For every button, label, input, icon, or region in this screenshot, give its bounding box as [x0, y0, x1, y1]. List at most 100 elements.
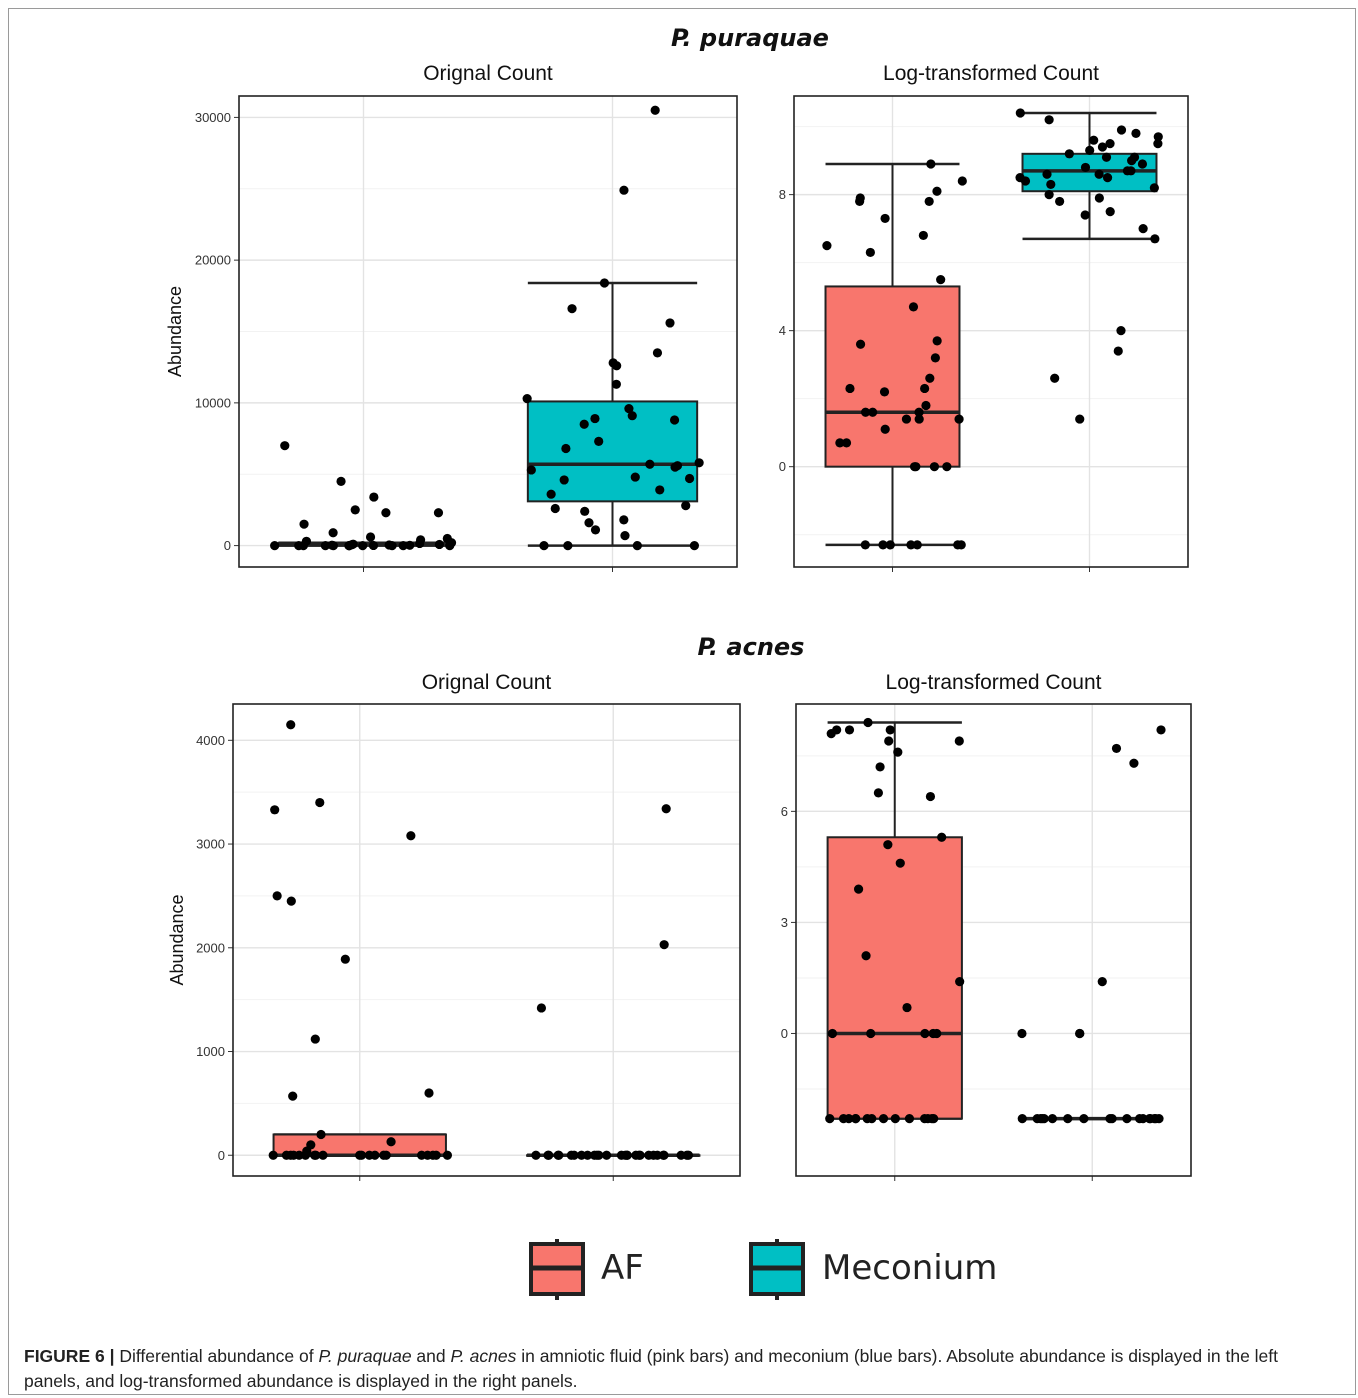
data-point: [1131, 128, 1141, 139]
data-point: [908, 302, 919, 312]
data-point: [822, 241, 832, 251]
data-point: [912, 540, 922, 550]
data-point: [1102, 173, 1113, 183]
caption-label: FIGURE 6 |: [24, 1346, 115, 1366]
data-point: [340, 954, 350, 964]
data-point: [684, 473, 695, 484]
data-point: [424, 1088, 434, 1098]
data-point: [911, 462, 921, 472]
y-tick-label: 30000: [195, 110, 231, 125]
data-point: [544, 1150, 554, 1160]
data-point: [431, 1150, 441, 1160]
data-point: [355, 1150, 365, 1160]
data-point: [1080, 162, 1091, 173]
data-point: [924, 196, 934, 207]
box-af: [270, 441, 457, 551]
data-point: [665, 318, 675, 328]
box-af: [825, 717, 965, 1124]
data-point: [890, 1114, 900, 1124]
data-point: [841, 438, 852, 448]
data-point: [445, 540, 455, 551]
data-point: [611, 379, 621, 389]
data-point: [932, 186, 942, 196]
data-point: [1116, 326, 1126, 336]
y-tick-label: 0: [781, 1026, 788, 1041]
data-point: [1105, 207, 1115, 217]
data-point: [398, 540, 408, 551]
data-point: [1097, 977, 1107, 987]
data-point: [381, 508, 391, 518]
data-point: [576, 1150, 587, 1160]
data-point: [1097, 142, 1108, 152]
box-iqr: [526, 400, 699, 503]
data-point: [299, 519, 309, 529]
data-point: [669, 415, 680, 425]
data-point: [1149, 183, 1159, 193]
data-point: [1079, 1114, 1089, 1124]
data-point: [594, 436, 604, 446]
data-point: [932, 336, 942, 346]
data-point: [316, 1129, 326, 1140]
caption-species-1: P. puraquae: [318, 1346, 412, 1366]
data-point: [318, 1150, 328, 1160]
data-point: [632, 540, 642, 551]
data-point: [868, 407, 878, 417]
panel-top-right: Log-transformed Count 0 4 8: [779, 62, 1189, 572]
caption-text-2: and: [411, 1346, 451, 1366]
data-point: [268, 1150, 278, 1160]
data-point: [559, 475, 569, 485]
data-point: [838, 1114, 849, 1124]
data-point: [336, 476, 346, 486]
data-point: [670, 462, 680, 472]
y-tick-label: 1000: [196, 1044, 225, 1059]
data-point: [405, 540, 415, 550]
data-point: [652, 1150, 662, 1160]
data-point: [1046, 179, 1056, 190]
data-point: [612, 361, 622, 371]
data-point: [1122, 1114, 1132, 1124]
caption-species-2: P. acnes: [450, 1346, 517, 1366]
data-point: [280, 441, 290, 451]
data-point: [862, 1114, 872, 1124]
data-point: [652, 348, 663, 358]
data-point: [1017, 1114, 1027, 1124]
data-point: [926, 159, 936, 169]
data-point: [311, 1150, 321, 1160]
data-point: [1037, 1114, 1047, 1124]
data-point: [1149, 1114, 1160, 1124]
data-point: [860, 407, 871, 417]
panel-title: Log-transformed Count: [886, 671, 1102, 694]
data-point: [298, 540, 308, 551]
panel-title: Orignal Count: [423, 62, 553, 85]
data-point: [851, 1114, 861, 1124]
data-point: [689, 540, 699, 551]
data-point: [619, 515, 629, 525]
data-point: [929, 462, 940, 472]
data-point: [286, 1150, 296, 1160]
y-tick-label: 0: [779, 459, 786, 474]
data-point: [855, 196, 865, 207]
data-point: [923, 1114, 933, 1124]
data-point: [885, 725, 895, 735]
data-point: [1153, 139, 1163, 149]
data-point: [286, 896, 296, 906]
data-point: [616, 1150, 627, 1160]
data-point: [364, 1150, 374, 1160]
data-point: [1050, 373, 1060, 383]
data-point: [1122, 166, 1133, 176]
data-point: [522, 393, 532, 404]
data-point: [682, 1150, 692, 1160]
panel-border: [238, 95, 738, 568]
data-point: [563, 540, 573, 551]
data-point: [270, 540, 280, 551]
data-point: [954, 414, 964, 424]
data-point: [630, 472, 640, 482]
data-point: [344, 540, 354, 551]
data-point: [1113, 346, 1123, 356]
data-point: [553, 1150, 563, 1160]
panel-border: [793, 95, 1189, 568]
data-point: [906, 540, 916, 550]
panel-bottom-right: Log-transformed Count 0 3 6: [781, 671, 1192, 1181]
y-tick-label: 20000: [195, 253, 231, 268]
data-point: [844, 725, 855, 735]
